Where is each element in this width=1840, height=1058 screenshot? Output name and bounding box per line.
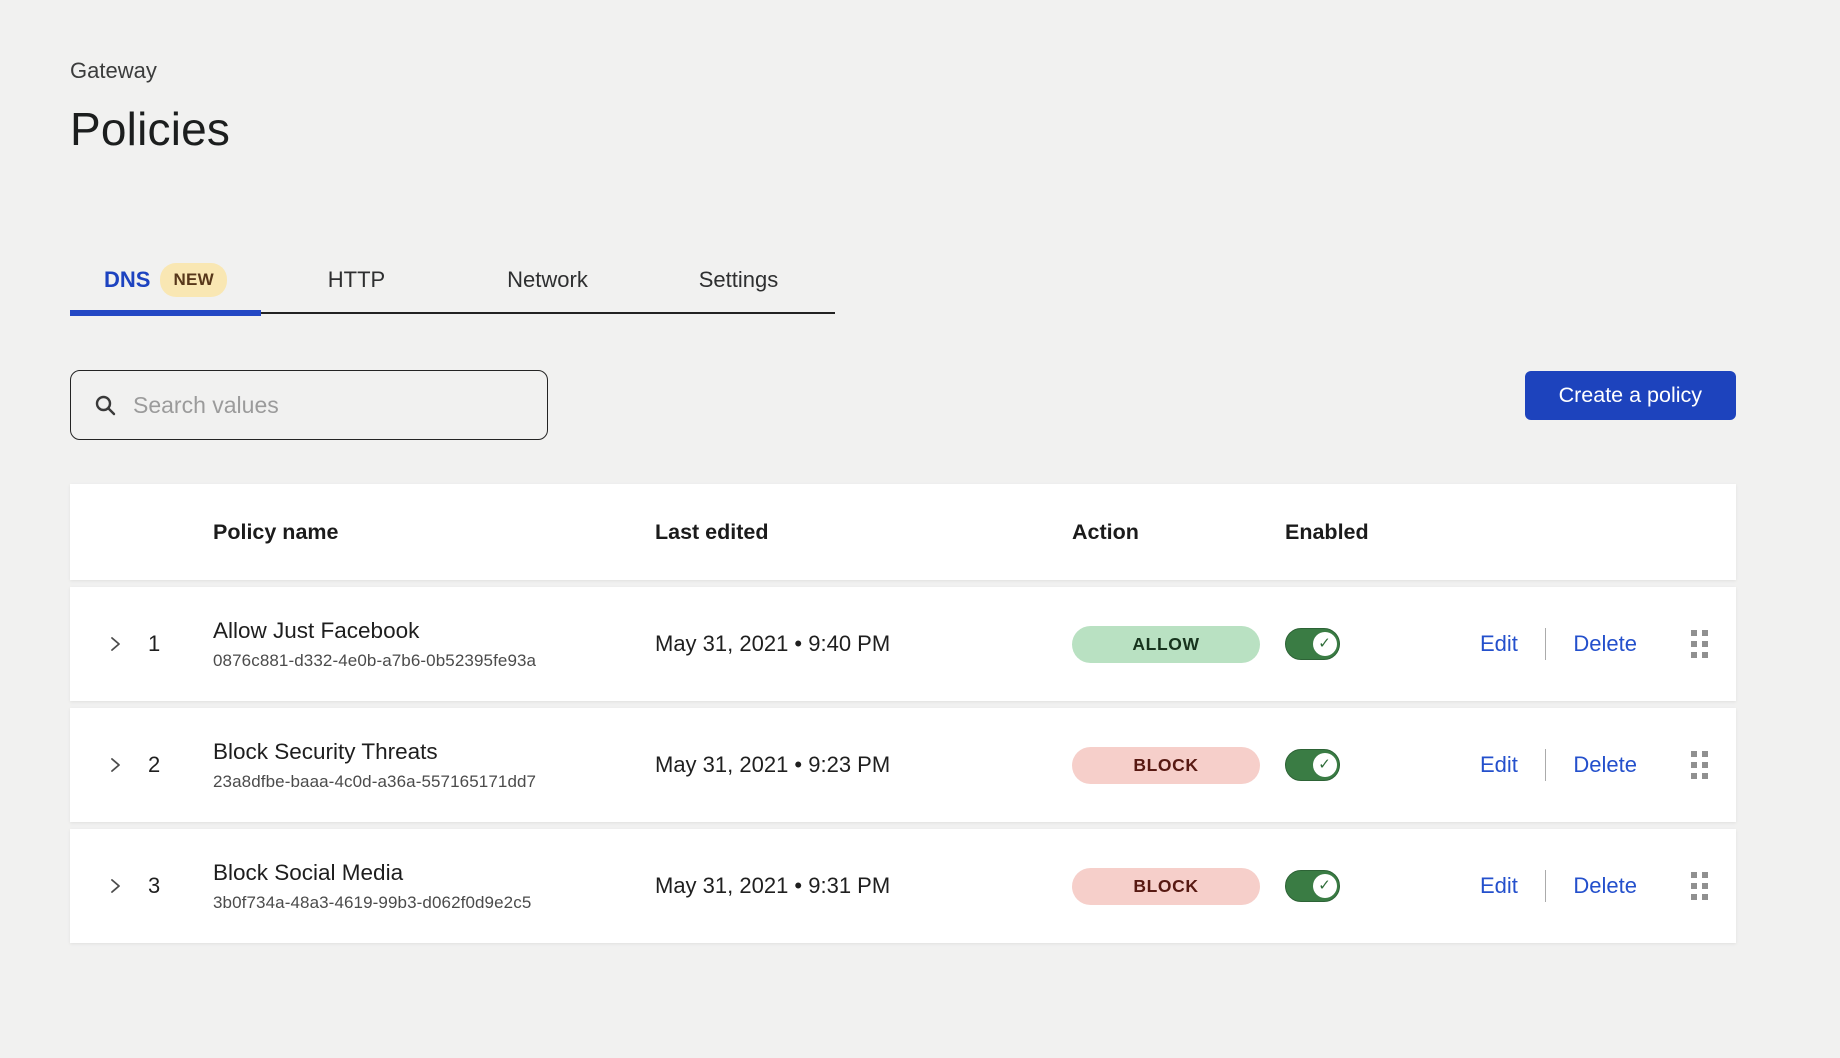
header-action: Action xyxy=(1072,519,1139,544)
action-cell: BLOCK xyxy=(1072,867,1285,905)
divider xyxy=(1544,870,1547,902)
action-cell: ALLOW xyxy=(1072,625,1285,663)
page-title: Policies xyxy=(70,103,231,155)
policy-uuid: 3b0f734a-48a3-4619-99b3-d062f0d9e2c5 xyxy=(213,892,532,912)
action-badge: BLOCK xyxy=(1072,867,1260,905)
drag-handle-icon[interactable] xyxy=(1691,872,1708,900)
chevron-right-icon xyxy=(106,877,124,895)
delete-link[interactable]: Delete xyxy=(1573,752,1638,777)
check-icon: ✓ xyxy=(1318,635,1331,652)
delete-link[interactable]: Delete xyxy=(1573,873,1638,898)
row-number: 1 xyxy=(148,631,161,656)
policy-uuid: 0876c881-d332-4e0b-a7b6-0b52395fe93a xyxy=(213,650,537,670)
expand-row-button[interactable] xyxy=(70,877,148,895)
table-row: 1 Allow Just Facebook 0876c881-d332-4e0b… xyxy=(70,587,1736,701)
toggle-knob: ✓ xyxy=(1312,631,1337,656)
edit-link[interactable]: Edit xyxy=(1480,873,1518,898)
header-last-edited: Last edited xyxy=(655,519,769,544)
search-input[interactable] xyxy=(133,391,525,419)
breadcrumb: Gateway xyxy=(70,58,157,83)
edit-link[interactable]: Edit xyxy=(1480,631,1518,656)
drag-handle-icon[interactable] xyxy=(1691,630,1708,658)
tab-settings[interactable]: Settings xyxy=(643,248,834,312)
enabled-toggle[interactable]: ✓ xyxy=(1285,749,1340,781)
row-actions: Edit Delete xyxy=(1480,749,1736,781)
delete-link[interactable]: Delete xyxy=(1573,631,1638,656)
tab-network[interactable]: Network xyxy=(452,248,643,312)
drag-handle-icon[interactable] xyxy=(1691,751,1708,779)
row-actions: Edit Delete xyxy=(1480,870,1736,902)
policy-uuid: 23a8dfbe-baaa-4c0d-a36a-557165171dd7 xyxy=(213,771,537,791)
header-policy-name: Policy name xyxy=(213,519,339,544)
table-header-row: Policy name Last edited Action Enabled xyxy=(70,484,1736,580)
tab-dns[interactable]: DNS NEW xyxy=(70,248,261,316)
search-icon xyxy=(93,393,117,417)
policy-name-cell: Block Social Media 3b0f734a-48a3-4619-99… xyxy=(213,860,655,913)
policy-name: Block Social Media xyxy=(213,859,404,885)
tab-http[interactable]: HTTP xyxy=(261,248,452,312)
policy-name: Block Security Threats xyxy=(213,738,438,764)
toolbar: Create a policy xyxy=(70,370,1736,440)
check-icon: ✓ xyxy=(1318,756,1331,773)
table-row: 2 Block Security Threats 23a8dfbe-baaa-4… xyxy=(70,708,1736,822)
expand-row-button[interactable] xyxy=(70,756,148,774)
tab-network-label: Network xyxy=(507,267,588,292)
policy-name-cell: Block Security Threats 23a8dfbe-baaa-4c0… xyxy=(213,739,655,792)
tab-dns-label: DNS xyxy=(103,267,151,292)
last-edited: May 31, 2021 • 9:23 PM xyxy=(655,752,891,777)
tab-settings-label: Settings xyxy=(698,267,779,292)
policy-name: Allow Just Facebook xyxy=(213,617,420,643)
action-badge: ALLOW xyxy=(1072,625,1260,663)
enabled-cell: ✓ xyxy=(1285,628,1480,660)
expand-row-button[interactable] xyxy=(70,635,148,653)
search-box[interactable] xyxy=(70,370,548,440)
enabled-cell: ✓ xyxy=(1285,870,1480,902)
policy-name-cell: Allow Just Facebook 0876c881-d332-4e0b-a… xyxy=(213,618,655,671)
tab-bar: DNS NEW HTTP Network Settings xyxy=(70,248,835,316)
edit-link[interactable]: Edit xyxy=(1480,752,1518,777)
row-number: 3 xyxy=(148,873,161,898)
toggle-knob: ✓ xyxy=(1312,873,1337,898)
action-cell: BLOCK xyxy=(1072,746,1285,784)
page-content: Gateway Policies DNS NEW HTTP Network Se… xyxy=(70,58,1736,943)
divider xyxy=(1544,749,1547,781)
new-badge: NEW xyxy=(160,263,227,297)
tab-http-label: HTTP xyxy=(327,267,386,292)
policies-table: Policy name Last edited Action Enabled 1… xyxy=(70,484,1736,943)
enabled-cell: ✓ xyxy=(1285,749,1480,781)
enabled-toggle[interactable]: ✓ xyxy=(1285,628,1340,660)
check-icon: ✓ xyxy=(1318,877,1331,894)
header-enabled: Enabled xyxy=(1285,519,1369,544)
create-policy-button[interactable]: Create a policy xyxy=(1524,371,1736,420)
last-edited: May 31, 2021 • 9:31 PM xyxy=(655,873,891,898)
action-badge: BLOCK xyxy=(1072,746,1260,784)
chevron-right-icon xyxy=(106,635,124,653)
row-actions: Edit Delete xyxy=(1480,628,1736,660)
toggle-knob: ✓ xyxy=(1312,752,1337,777)
chevron-right-icon xyxy=(106,756,124,774)
row-number: 2 xyxy=(148,752,161,777)
divider xyxy=(1544,628,1547,660)
last-edited: May 31, 2021 • 9:40 PM xyxy=(655,631,891,656)
table-row: 3 Block Social Media 3b0f734a-48a3-4619-… xyxy=(70,829,1736,943)
enabled-toggle[interactable]: ✓ xyxy=(1285,870,1340,902)
